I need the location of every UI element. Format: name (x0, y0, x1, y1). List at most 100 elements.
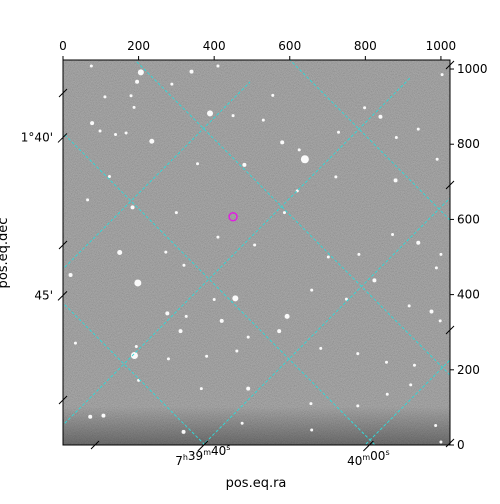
star (440, 73, 444, 77)
grid-edge-tick (58, 88, 68, 98)
dec-tick-label: 45' (34, 288, 53, 302)
star (434, 266, 438, 270)
grid-edge-tick (445, 60, 455, 70)
ra-tick (363, 440, 374, 452)
star (130, 205, 135, 210)
star (277, 329, 282, 334)
top-axis-tick-label: 0 (59, 39, 67, 53)
ra-tick-label: 7h39m40s (175, 443, 230, 468)
star (280, 140, 285, 145)
star (246, 335, 250, 339)
right-axis-tick-label: 0 (457, 438, 465, 452)
star (231, 114, 235, 118)
y-axis-label: pos.eq.dec (0, 218, 11, 289)
star (114, 132, 118, 136)
star (88, 414, 93, 419)
star (435, 157, 439, 161)
star (271, 93, 275, 97)
star (134, 279, 142, 287)
star (174, 211, 178, 215)
star (165, 311, 170, 316)
star (344, 297, 348, 301)
star (416, 127, 420, 131)
top-axis-tick-label: 400 (203, 39, 226, 53)
star (282, 211, 286, 215)
star (68, 273, 73, 278)
grid-edge-tick (445, 325, 455, 335)
plot-frame (62, 59, 451, 446)
star (242, 162, 247, 167)
world-axes: 7h39m40s 40m00s 1°40' 45' (21, 60, 455, 468)
star (357, 252, 361, 256)
star (134, 344, 138, 348)
star (86, 198, 90, 202)
star (98, 129, 102, 133)
star (117, 250, 123, 255)
ra-grid-line (63, 81, 251, 270)
star (196, 162, 200, 166)
grid-edge-tick (58, 395, 68, 405)
star (391, 232, 395, 236)
star (309, 402, 313, 406)
right-axis-tick-label: 200 (457, 363, 480, 377)
star (284, 313, 290, 319)
star (319, 346, 323, 350)
right-axis-tick-label: 800 (457, 137, 480, 151)
star (137, 69, 144, 76)
star (182, 263, 186, 267)
x-axis-label: pos.eq.ra (226, 476, 287, 491)
star (240, 421, 244, 425)
star (337, 130, 341, 134)
star (439, 252, 443, 256)
star (412, 363, 416, 367)
top-axis-tick-label: 600 (278, 39, 301, 53)
ra-tick (197, 440, 209, 452)
star (334, 175, 338, 179)
dec-grid-line (134, 60, 450, 376)
star (300, 155, 309, 164)
star (434, 423, 438, 427)
top-axis-tick-label: 800 (354, 39, 377, 53)
top-axis-tick-label: 1000 (426, 39, 457, 53)
star (164, 250, 168, 254)
star (246, 386, 251, 391)
star (439, 440, 443, 444)
star (170, 82, 174, 86)
dec-grid-line (289, 60, 450, 221)
star (107, 175, 111, 179)
dec-grid-line (63, 132, 376, 445)
right-axis-tick-label: 600 (457, 212, 480, 226)
star (393, 178, 398, 183)
star (394, 135, 398, 139)
star (310, 288, 314, 292)
star (297, 148, 301, 152)
top-axis-tick-label: 200 (127, 39, 150, 53)
star (205, 354, 209, 358)
star (166, 357, 170, 361)
star (407, 304, 411, 308)
ra-grid-line (202, 197, 450, 445)
stars-layer (68, 64, 444, 444)
star (235, 349, 239, 353)
ra-tick-label: 40m00s (347, 448, 390, 468)
star (216, 235, 220, 239)
star (429, 309, 434, 314)
grid-edge-tick (445, 438, 455, 448)
star (181, 429, 186, 434)
star (385, 392, 389, 396)
target-marker (228, 212, 238, 222)
grid-edge-tick (90, 440, 100, 450)
grid-edge-tick (58, 240, 68, 250)
star (356, 352, 360, 356)
star (135, 79, 140, 84)
star (130, 352, 138, 360)
star (129, 94, 133, 98)
star (326, 255, 330, 259)
grid-edge-tick (445, 180, 455, 190)
star (363, 106, 367, 110)
dec-tick (57, 133, 68, 143)
star (212, 297, 216, 301)
ra-grid-line (63, 77, 411, 426)
right-axis-tick-label: 400 (457, 288, 480, 302)
